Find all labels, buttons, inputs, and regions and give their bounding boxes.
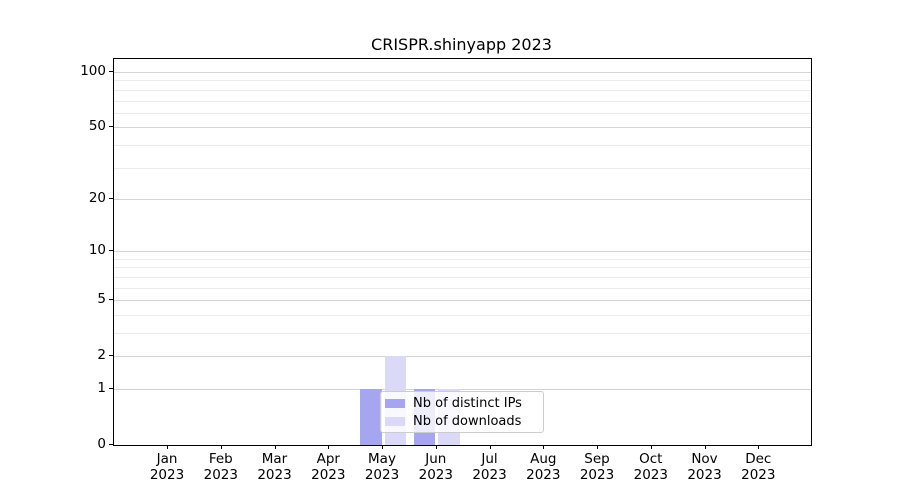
y-tick-20 bbox=[109, 197, 113, 200]
legend-swatch-downloads bbox=[385, 416, 405, 426]
y-tick-label-0: 0 bbox=[97, 436, 106, 452]
y-tick-label-5: 5 bbox=[97, 291, 106, 308]
x-tick-nov bbox=[704, 445, 706, 449]
x-tick-label-jun: Jun 2023 bbox=[418, 451, 453, 483]
x-tick-label-may: May 2023 bbox=[364, 451, 400, 483]
y-tick-1 bbox=[109, 388, 113, 390]
x-tick-label-aug: Aug 2023 bbox=[526, 451, 561, 483]
major-gridline-5 bbox=[114, 300, 811, 302]
minor-gridline-3 bbox=[114, 333, 811, 334]
plot-area bbox=[113, 58, 812, 446]
major-gridline-10 bbox=[114, 251, 811, 253]
minor-gridline-60 bbox=[114, 112, 811, 114]
x-tick-feb bbox=[220, 445, 222, 449]
x-tick-jan bbox=[167, 445, 169, 449]
chart-title: CRISPR.shinyapp 2023 bbox=[371, 35, 552, 54]
x-tick-oct bbox=[650, 445, 652, 449]
x-tick-aug bbox=[543, 445, 545, 449]
x-tick-label-jan: Jan 2023 bbox=[149, 451, 185, 483]
y-tick-label-50: 50 bbox=[88, 118, 106, 135]
major-gridline-100 bbox=[114, 72, 811, 73]
x-tick-label-nov: Nov 2023 bbox=[687, 451, 722, 483]
x-tick-jun bbox=[435, 445, 437, 449]
x-tick-label-dec: Dec 2023 bbox=[741, 451, 776, 483]
x-tick-label-oct: Oct 2023 bbox=[633, 451, 668, 483]
y-tick-5 bbox=[109, 299, 113, 301]
y-tick-label-100: 100 bbox=[80, 63, 106, 79]
y-tick-50 bbox=[109, 126, 113, 128]
legend-item-downloads: Nb of downloads bbox=[385, 414, 537, 429]
x-tick-label-sep: Sep 2023 bbox=[579, 451, 615, 483]
minor-gridline-4 bbox=[114, 314, 811, 316]
legend-swatch-distinct-ips bbox=[385, 398, 405, 408]
y-tick-label-10: 10 bbox=[88, 242, 106, 259]
x-tick-dec bbox=[758, 445, 760, 449]
minor-gridline-8 bbox=[114, 267, 811, 269]
y-tick-0 bbox=[109, 444, 113, 446]
minor-gridline-70 bbox=[114, 100, 811, 102]
minor-gridline-30 bbox=[114, 167, 811, 169]
x-tick-label-feb: Feb 2023 bbox=[203, 451, 238, 483]
x-tick-label-apr: Apr 2023 bbox=[311, 451, 346, 483]
y-tick-label-1: 1 bbox=[97, 380, 106, 396]
x-tick-label-jul: Jul 2023 bbox=[472, 451, 507, 483]
bar-distinct-ips-may bbox=[360, 389, 382, 445]
x-tick-sep bbox=[597, 445, 599, 449]
major-gridline-2 bbox=[114, 356, 811, 358]
legend-item-distinct-ips: Nb of distinct IPs bbox=[385, 396, 537, 411]
y-tick-100 bbox=[109, 71, 113, 73]
x-tick-jul bbox=[489, 445, 491, 449]
y-tick-10 bbox=[109, 250, 113, 252]
minor-gridline-9 bbox=[114, 258, 811, 260]
x-tick-label-mar: Mar 2023 bbox=[257, 451, 292, 483]
x-tick-may bbox=[382, 445, 384, 449]
minor-gridline-6 bbox=[114, 287, 811, 289]
legend-label-downloads: Nb of downloads bbox=[413, 413, 522, 429]
major-gridline-20 bbox=[114, 198, 811, 200]
minor-gridline-90 bbox=[114, 80, 811, 82]
y-tick-label-2: 2 bbox=[97, 347, 106, 364]
legend: Nb of distinct IPs Nb of downloads bbox=[380, 391, 544, 433]
minor-gridline-40 bbox=[114, 144, 811, 146]
y-tick-2 bbox=[109, 355, 113, 357]
y-tick-label-20: 20 bbox=[88, 189, 106, 206]
x-tick-apr bbox=[328, 445, 330, 449]
major-gridline-50 bbox=[114, 127, 811, 129]
minor-gridline-80 bbox=[114, 89, 811, 91]
minor-gridline-7 bbox=[114, 276, 811, 278]
legend-label-distinct-ips: Nb of distinct IPs bbox=[413, 395, 522, 411]
x-tick-mar bbox=[274, 445, 276, 449]
major-gridline-1 bbox=[114, 389, 811, 390]
